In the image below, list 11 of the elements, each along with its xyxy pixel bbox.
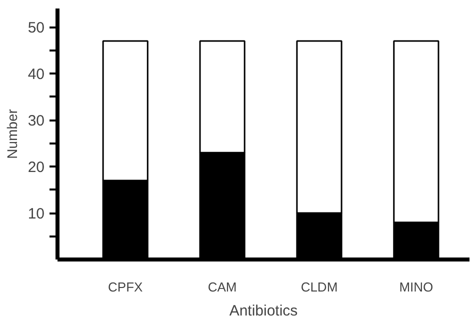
x-tick-label: CPFX (108, 280, 144, 294)
x-tick-label: CAM (208, 280, 237, 294)
x-axis-title: Antibiotics (229, 302, 298, 320)
x-tick-label: MINO (399, 280, 434, 294)
y-tick-label: 20 (28, 159, 45, 176)
x-tick-label: CLDM (300, 280, 338, 294)
y-axis-title: Number (4, 108, 20, 159)
y-tick-label: 30 (28, 112, 45, 130)
y-tick-label: 10 (28, 206, 45, 223)
y-tick-label: 50 (28, 20, 45, 37)
y-tick-label: 40 (28, 66, 45, 84)
